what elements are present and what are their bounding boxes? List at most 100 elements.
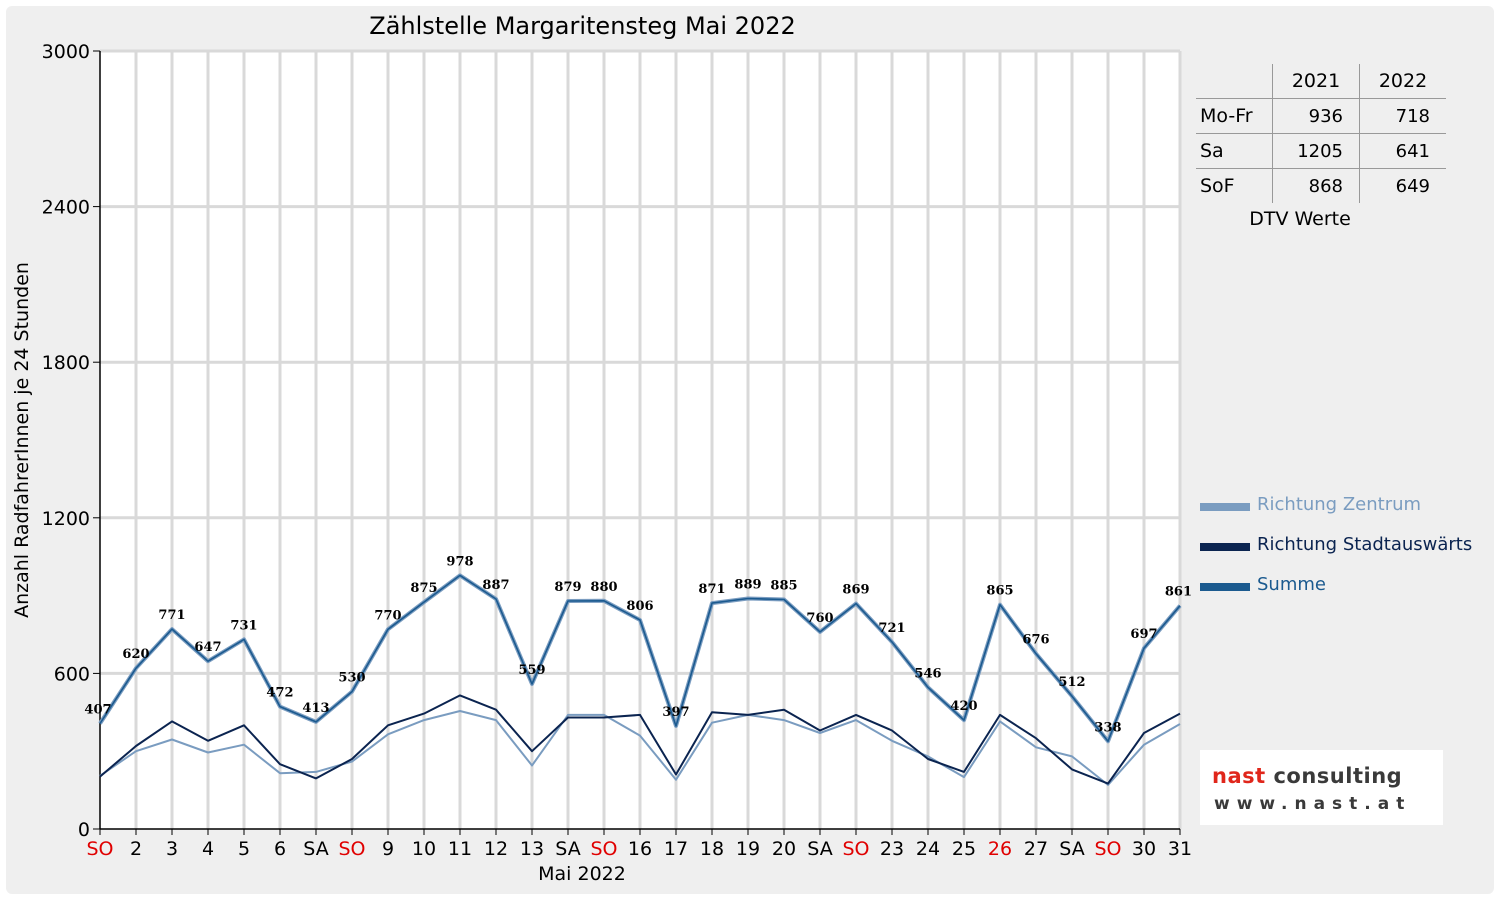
legend-label: Richtung Stadtauswärts (1257, 534, 1473, 555)
data-label: 875 (410, 581, 437, 596)
data-label: 546 (914, 666, 941, 681)
data-label: 879 (554, 580, 581, 595)
dtv-table: 2021 2022 Mo-Fr 936 718 Sa 1205 641 SoF … (1196, 64, 1446, 203)
data-label: 770 (374, 608, 401, 623)
x-tick-label: SO (86, 838, 113, 860)
data-label: 865 (986, 584, 1013, 599)
x-tick-label: 10 (412, 838, 436, 860)
x-tick-label: 3 (166, 838, 178, 860)
dtv-header-2022: 2022 (1359, 64, 1446, 99)
x-tick-label: 6 (274, 838, 286, 860)
x-tick-label: 27 (1024, 838, 1048, 860)
y-tick-label: 1800 (42, 352, 90, 374)
x-tick-label: 13 (520, 838, 544, 860)
data-label: 647 (194, 640, 221, 655)
x-tick-label: 4 (202, 838, 214, 860)
data-label: 559 (518, 663, 545, 678)
data-label: 338 (1094, 720, 1121, 735)
y-tick-label: 3000 (42, 41, 90, 63)
data-label: 760 (806, 611, 833, 626)
data-label: 697 (1130, 627, 1157, 642)
data-label: 407 (84, 702, 111, 717)
x-tick-label: SA (303, 838, 328, 860)
dtv-value-2021: 936 (1272, 98, 1360, 134)
dtv-value-2022: 718 (1395, 105, 1430, 127)
series-line-summe (99, 574, 1181, 743)
logo-name-suffix: consulting (1265, 764, 1403, 788)
data-label: 512 (1058, 675, 1085, 690)
data-label: 771 (158, 608, 185, 623)
x-tick-label: SO (590, 838, 617, 860)
x-tick-label: SA (1059, 838, 1084, 860)
x-tick-label: 9 (382, 838, 394, 860)
legend-swatch (1200, 543, 1250, 551)
x-tick-label: 11 (448, 838, 472, 860)
dtv-value-2022: 641 (1359, 133, 1446, 169)
x-tick-label: SO (1094, 838, 1121, 860)
data-label: 871 (698, 582, 725, 597)
dtv-value-2021: 1205 (1272, 133, 1360, 169)
x-tick-label: 17 (664, 838, 688, 860)
dtv-row-label: Sa (1196, 133, 1273, 169)
dtv-value-2022: 649 (1359, 168, 1446, 203)
legend-label: Summe (1257, 574, 1326, 595)
y-tick-label: 600 (54, 663, 90, 685)
legend-swatch (1200, 503, 1250, 511)
data-label: 978 (446, 554, 473, 569)
data-label: 887 (482, 578, 509, 593)
y-tick-label: 1200 (42, 508, 90, 530)
data-label: 806 (626, 599, 653, 614)
x-tick-label: SA (807, 838, 832, 860)
x-axis-label: Mai 2022 (538, 863, 626, 885)
data-label: 472 (266, 686, 293, 701)
data-label: 885 (770, 578, 797, 593)
dtv-header-2021: 2021 (1272, 64, 1360, 99)
data-label: 530 (338, 671, 365, 686)
x-tick-label: SO (338, 838, 365, 860)
data-label: 721 (878, 621, 905, 636)
data-label: 889 (734, 577, 761, 592)
x-tick-label: 18 (700, 838, 724, 860)
x-tick-label: 23 (880, 838, 904, 860)
x-tick-label: 31 (1168, 838, 1192, 860)
x-tick-label: 2 (130, 838, 142, 860)
data-label: 880 (590, 580, 617, 595)
logo-name-prefix: nast (1212, 764, 1266, 788)
legend-label: Richtung Zentrum (1257, 494, 1422, 515)
y-axis-label: Anzahl RadfahrerInnen je 24 Stunden (11, 262, 33, 618)
x-tick-label: 25 (952, 838, 976, 860)
x-tick-label: SO (842, 838, 869, 860)
x-tick-label: 24 (916, 838, 940, 860)
logo-name: nast consulting (1212, 764, 1402, 788)
data-label: 676 (1022, 633, 1049, 648)
x-tick-label: 5 (238, 838, 250, 860)
dtv-header-empty (1196, 64, 1273, 99)
data-label: 620 (122, 647, 149, 662)
data-label: 861 (1165, 585, 1192, 600)
x-tick-label: 20 (772, 838, 796, 860)
dtv-value-2021: 868 (1272, 168, 1360, 203)
y-tick-label: 2400 (42, 197, 90, 219)
data-label: 397 (662, 705, 689, 720)
data-label: 869 (842, 583, 869, 598)
dtv-row-label: Mo-Fr (1196, 98, 1273, 134)
dtv-caption: DTV Werte (1249, 208, 1351, 230)
series-line-stadtauswaerts (99, 694, 1181, 785)
x-tick-label: 30 (1132, 838, 1156, 860)
y-tick-label: 0 (78, 819, 90, 841)
data-label: 731 (230, 618, 257, 633)
x-tick-label: 12 (484, 838, 508, 860)
x-tick-label: SA (555, 838, 580, 860)
company-logo: nast consulting www.nast.at (1200, 750, 1443, 825)
chart-title: Zählstelle Margaritensteg Mai 2022 (369, 12, 796, 40)
data-label: 420 (950, 699, 977, 714)
series-line-zentrum (99, 710, 1181, 786)
x-tick-label: 16 (628, 838, 652, 860)
x-tick-label: 26 (988, 838, 1012, 860)
x-tick-label: 19 (736, 838, 760, 860)
legend-swatch (1200, 583, 1250, 591)
data-label: 413 (302, 701, 329, 716)
dtv-row-label: SoF (1196, 168, 1273, 203)
logo-url: www.nast.at (1214, 794, 1412, 814)
